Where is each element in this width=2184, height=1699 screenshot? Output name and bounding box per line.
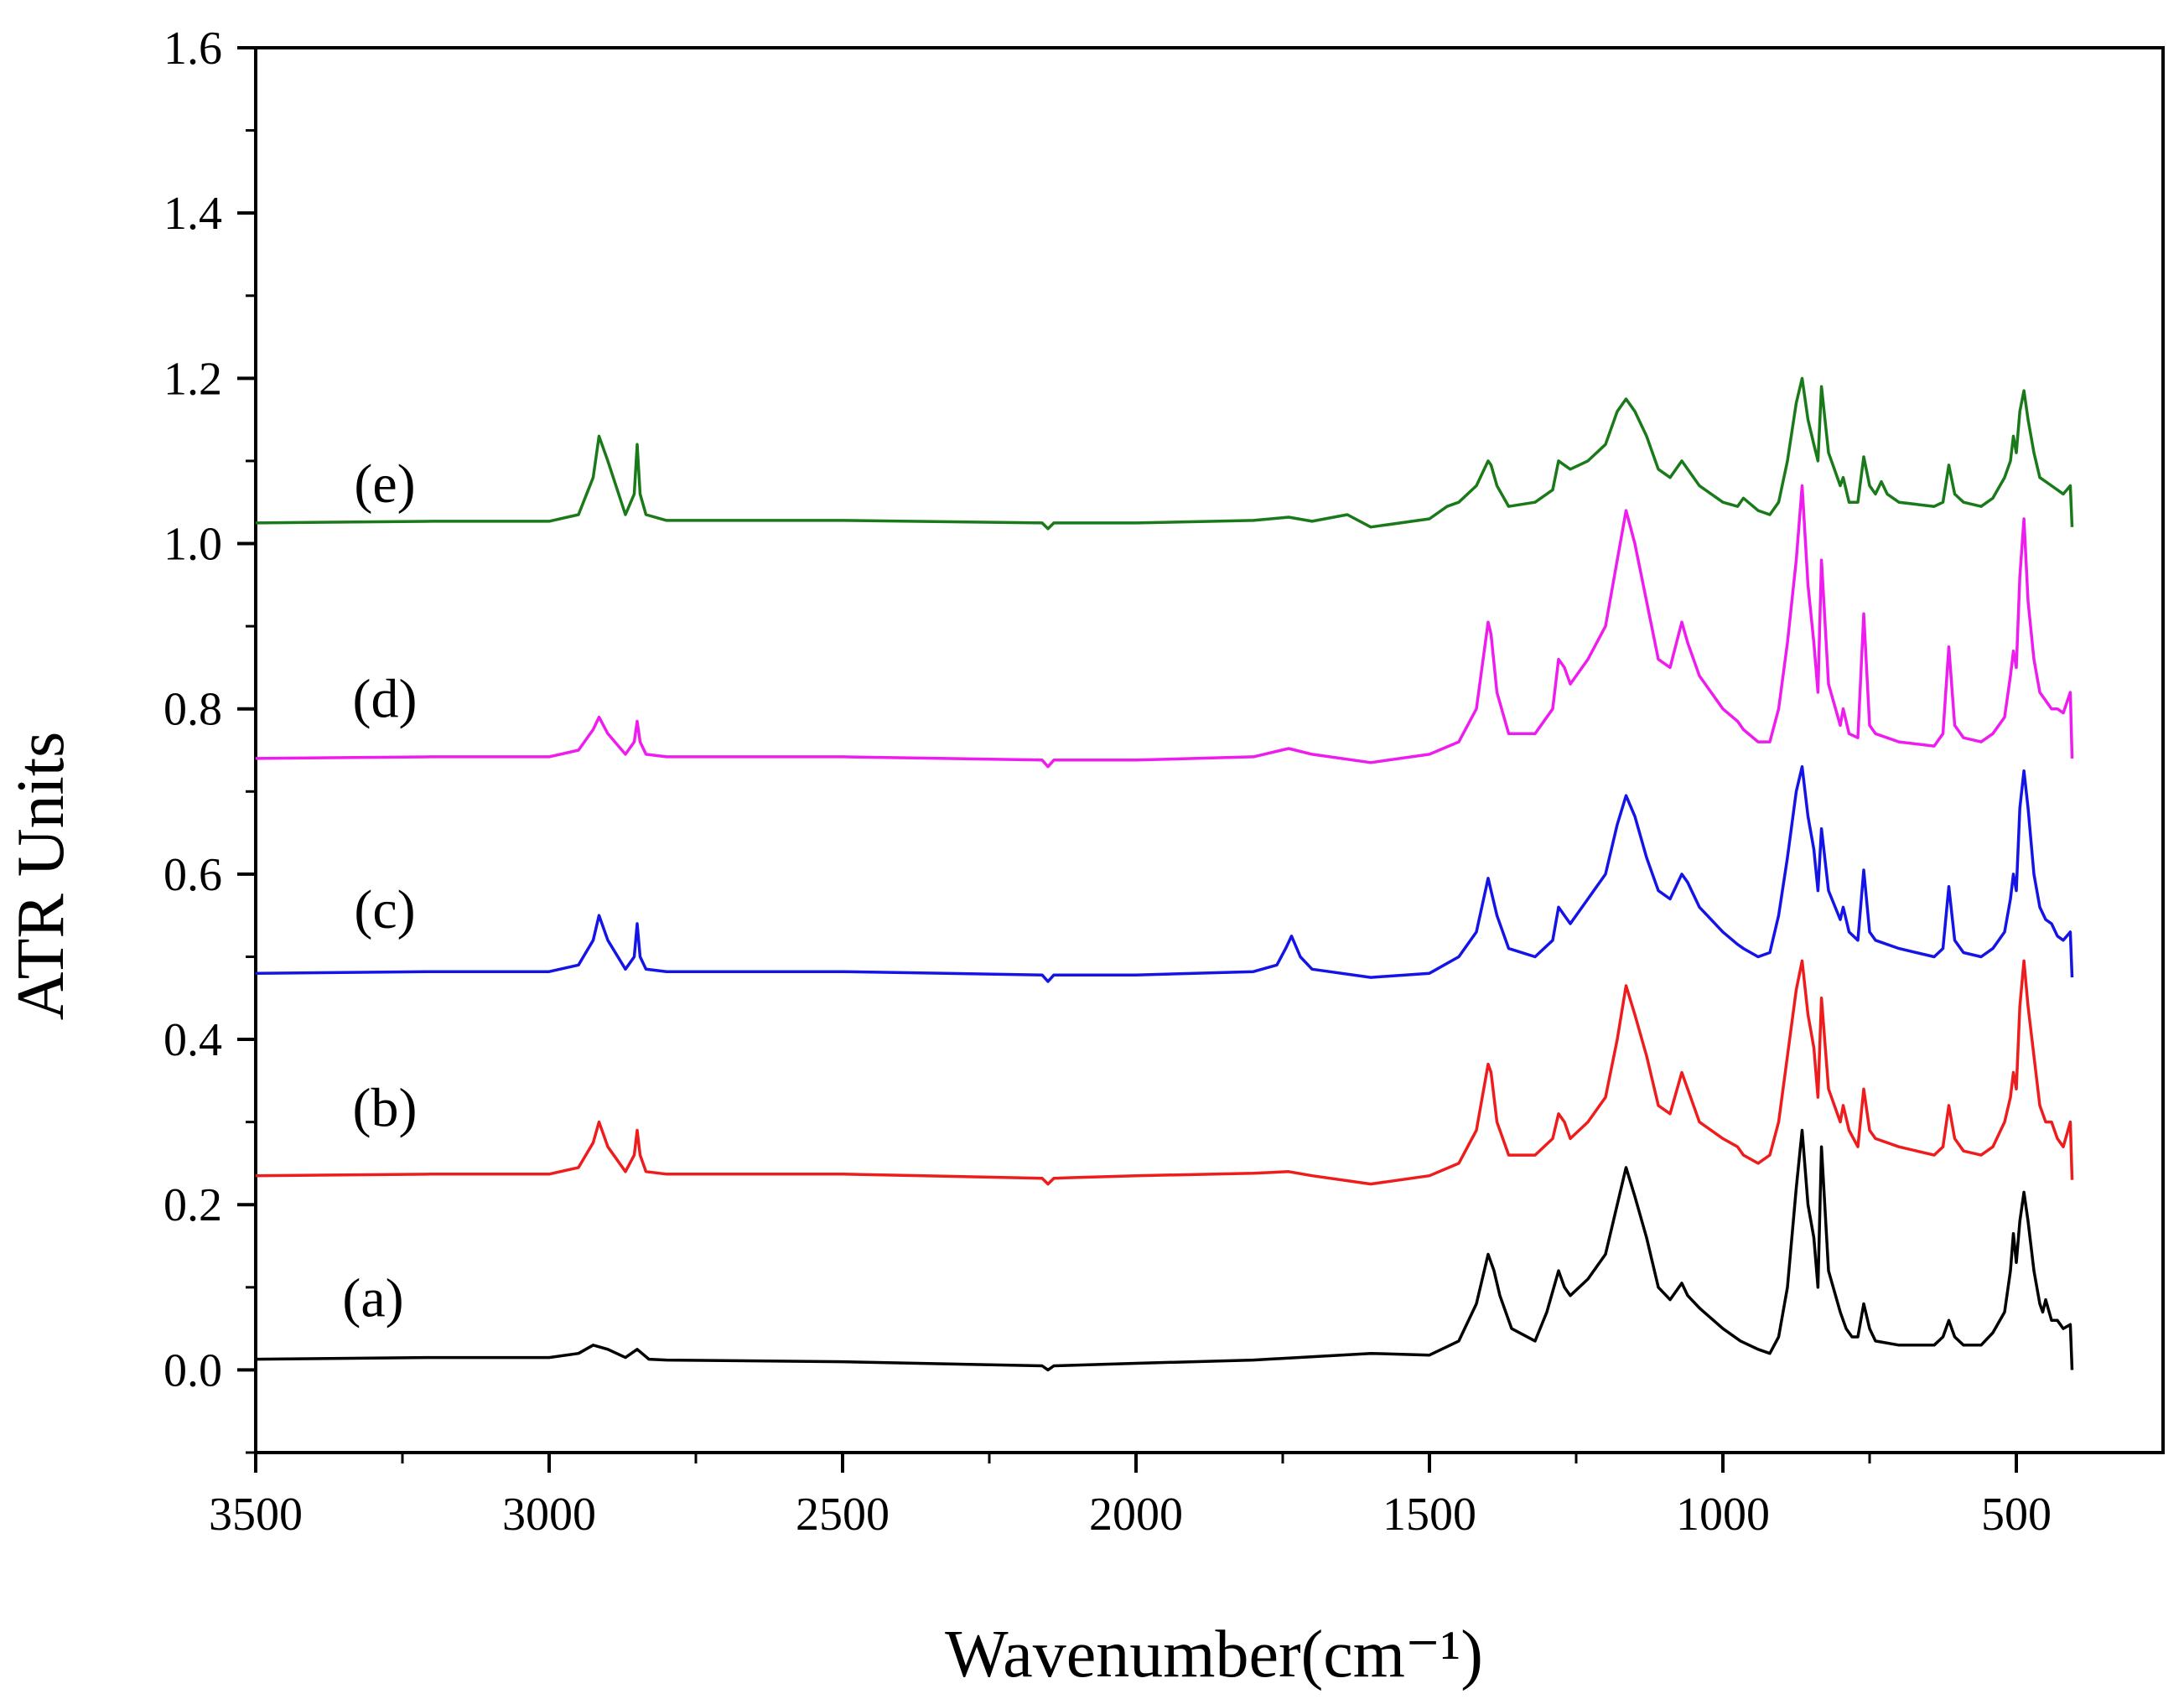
x-tick-label: 3000 xyxy=(502,1489,596,1541)
y-tick-label: 1.4 xyxy=(163,188,222,240)
series-label-b: (b) xyxy=(353,1078,418,1139)
series-line-d xyxy=(255,484,2074,769)
x-tick-label: 500 xyxy=(1981,1489,2052,1541)
y-tick-label: 0.8 xyxy=(163,684,222,736)
y-tick-label: 1.0 xyxy=(163,519,222,571)
series-label-c: (c) xyxy=(354,879,415,940)
x-tick-label: 1000 xyxy=(1676,1489,1770,1541)
series-line-c xyxy=(255,764,2074,983)
x-axis-title: Wavenumber(cm⁻¹) xyxy=(945,1618,1483,1691)
series-layer xyxy=(255,376,2074,1372)
y-tick-label: 0.6 xyxy=(163,849,222,901)
series-line-b xyxy=(255,959,2074,1186)
y-axis-title: ATR Units xyxy=(4,732,78,1021)
series-line-a xyxy=(255,1128,2074,1372)
series-labels: (a) (b) (c) (d) (e) xyxy=(342,453,417,1329)
x-tick-label: 2000 xyxy=(1089,1489,1183,1541)
y-axis: 0.0 0.2 0.4 0.6 0.8 1.0 1.2 1.4 1.6 xyxy=(163,23,256,1454)
plot-border xyxy=(254,46,2165,1454)
y-tick-label: 1.2 xyxy=(163,353,222,405)
x-axis: 3500 3000 2500 2000 1500 1000 500 xyxy=(209,1453,2052,1541)
series-label-d: (d) xyxy=(353,669,418,730)
x-tick-label: 1500 xyxy=(1383,1489,1476,1541)
y-tick-label: 0.4 xyxy=(163,1014,222,1066)
y-tick-label: 1.6 xyxy=(163,23,222,75)
series-label-a: (a) xyxy=(342,1267,403,1329)
series-line-e xyxy=(255,376,2074,531)
series-label-e: (e) xyxy=(354,453,415,515)
x-tick-label: 2500 xyxy=(796,1489,890,1541)
y-tick-label: 0.2 xyxy=(163,1179,222,1231)
x-tick-label: 3500 xyxy=(209,1489,303,1541)
plot-area xyxy=(254,46,2165,1454)
y-tick-label: 0.0 xyxy=(163,1344,222,1396)
